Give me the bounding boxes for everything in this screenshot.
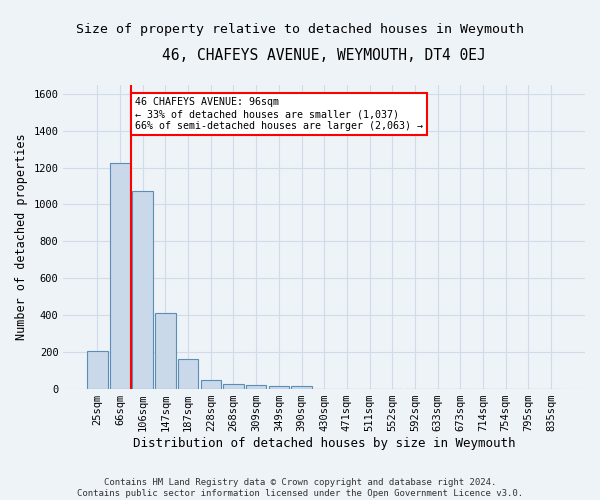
Title: 46, CHAFEYS AVENUE, WEYMOUTH, DT4 0EJ: 46, CHAFEYS AVENUE, WEYMOUTH, DT4 0EJ [163,48,486,62]
Bar [269,386,289,389]
Bar [178,358,198,389]
Bar [155,314,176,389]
Text: Contains HM Land Registry data © Crown copyright and database right 2024.
Contai: Contains HM Land Registry data © Crown c… [77,478,523,498]
Bar [133,190,153,389]
Bar [246,386,266,389]
Bar [292,386,312,389]
Bar [223,384,244,389]
Text: Size of property relative to detached houses in Weymouth: Size of property relative to detached ho… [76,22,524,36]
Bar [200,380,221,389]
Text: 46 CHAFEYS AVENUE: 96sqm
← 33% of detached houses are smaller (1,037)
66% of sem: 46 CHAFEYS AVENUE: 96sqm ← 33% of detach… [135,98,423,130]
Y-axis label: Number of detached properties: Number of detached properties [15,134,28,340]
Bar [110,163,130,389]
Bar [87,351,107,389]
X-axis label: Distribution of detached houses by size in Weymouth: Distribution of detached houses by size … [133,437,515,450]
